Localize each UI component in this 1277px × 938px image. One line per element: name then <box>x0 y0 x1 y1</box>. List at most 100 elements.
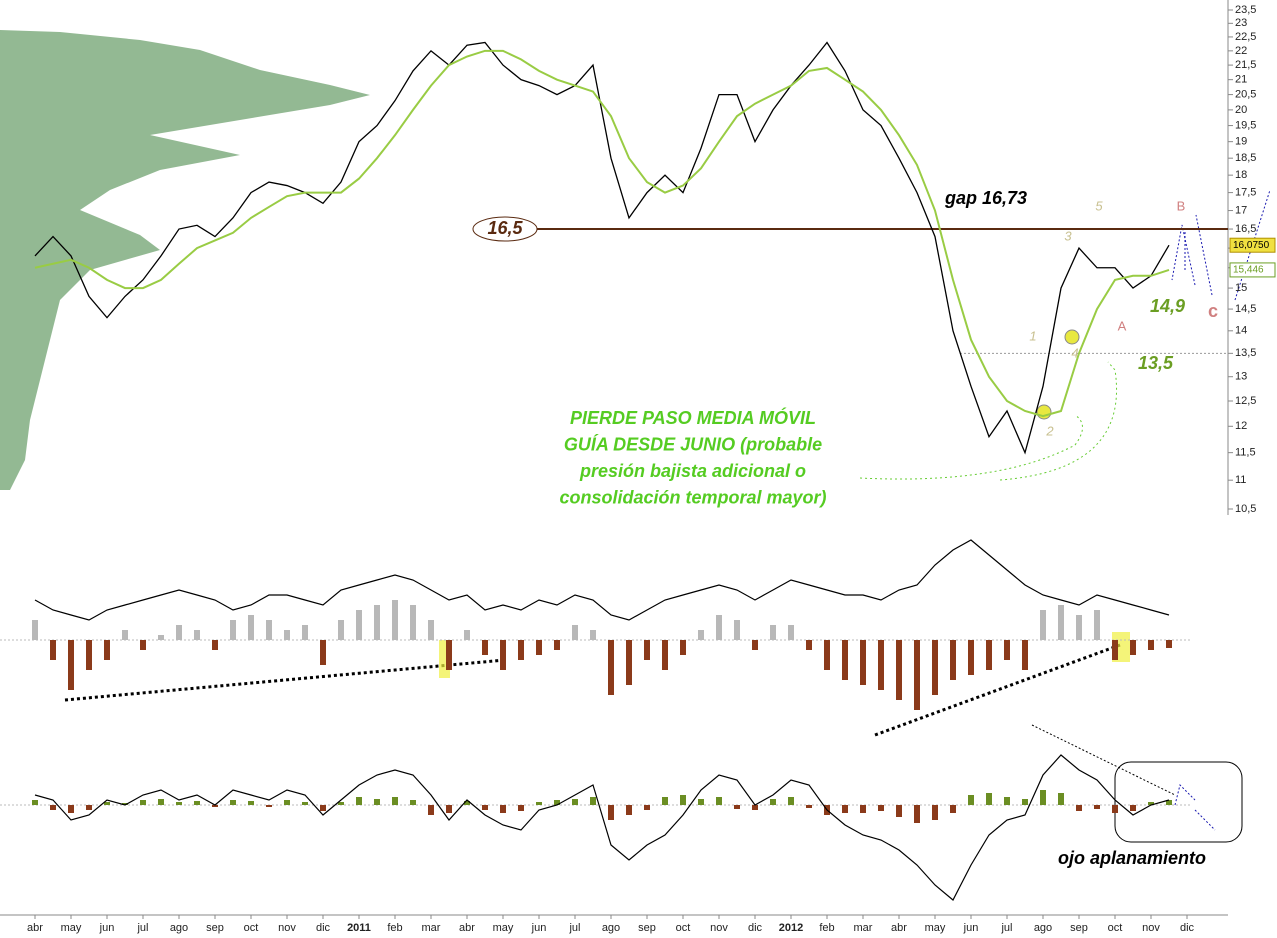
wave-label: c <box>1208 301 1218 321</box>
oscillator-line <box>34 539 1170 621</box>
macd-bar <box>446 805 452 813</box>
macd-bar <box>1094 805 1100 809</box>
level-label: 13,5 <box>1138 353 1174 373</box>
x-tick-label: feb <box>387 922 402 934</box>
macd-bar <box>32 800 38 805</box>
y-tick-label: 12 <box>1235 420 1247 432</box>
x-tick-label: jun <box>99 922 115 934</box>
y-tick-label: 14,5 <box>1235 303 1256 315</box>
x-tick-label: 2011 <box>347 922 371 934</box>
macd-bar <box>194 801 200 805</box>
x-tick-label: sep <box>206 922 224 934</box>
macd-bar <box>1148 802 1154 805</box>
y-tick-label: 13,5 <box>1235 347 1256 359</box>
oscillator-bar <box>302 625 308 640</box>
x-tick-label: abr <box>27 922 43 934</box>
price-line <box>34 41 1170 455</box>
oscillator-bar <box>950 640 956 680</box>
x-tick-label: oct <box>244 922 259 934</box>
macd-bar <box>860 805 866 813</box>
macd-bar <box>104 802 110 805</box>
trend-line <box>874 643 1121 737</box>
support-label: 14,9 <box>1150 296 1185 316</box>
macd-bar <box>482 805 488 810</box>
highlight <box>439 640 450 678</box>
oscillator-bar <box>932 640 938 695</box>
macd-bar <box>1166 800 1172 805</box>
oscillator-bar <box>716 615 722 640</box>
macd-bar <box>806 805 812 808</box>
comment-line: PIERDE PASO MEDIA MÓVIL <box>570 407 816 428</box>
comment-line: consolidación temporal mayor) <box>559 487 826 507</box>
wave-label: 5 <box>1095 198 1103 213</box>
macd-bar <box>986 793 992 805</box>
macd-bar <box>662 797 668 805</box>
macd-bar <box>770 799 776 805</box>
last-value-label: 15,446 <box>1233 265 1264 276</box>
oscillator-bar <box>194 630 200 640</box>
oscillator-bar <box>248 615 254 640</box>
oscillator-bar <box>428 620 434 640</box>
arrow <box>1171 189 1271 301</box>
oscillator-bar <box>1166 640 1172 648</box>
last-value-box <box>1229 262 1276 278</box>
oscillator-bar <box>446 640 452 670</box>
macd-bar <box>590 797 596 805</box>
wave-label: 3 <box>1064 228 1072 243</box>
gap-label: gap 16,73 <box>944 188 1027 208</box>
macd-bar <box>410 800 416 805</box>
oscillator-bar <box>626 640 632 685</box>
macd-bar <box>968 795 974 805</box>
oscillator-bar <box>1022 640 1028 670</box>
x-tick-label: may <box>493 922 514 934</box>
macd-bar <box>464 801 470 805</box>
oscillator-bar <box>644 640 650 660</box>
x-tick-label: may <box>61 922 82 934</box>
y-tick-label: 23 <box>1235 17 1247 29</box>
oscillator-bar <box>410 605 416 640</box>
last-value-box <box>1229 237 1276 253</box>
macd-bar <box>878 805 884 811</box>
macd-bar <box>1004 797 1010 805</box>
macd-bar <box>122 803 128 805</box>
x-tick-label: ago <box>170 922 188 934</box>
oscillator-bar <box>68 640 74 690</box>
y-tick-label: 18,5 <box>1235 152 1256 164</box>
macd-line <box>34 754 1170 901</box>
macd-bar <box>896 805 902 817</box>
oscillator-bar <box>662 640 668 670</box>
macd-bar <box>392 797 398 805</box>
macd-bar <box>1076 805 1082 811</box>
oscillator-bar <box>50 640 56 660</box>
note: ojo aplanamiento <box>1058 848 1206 868</box>
oscillator-bar <box>356 610 362 640</box>
oscillator-bar <box>1004 640 1010 660</box>
level-badge <box>472 216 538 242</box>
macd-bar <box>176 802 182 805</box>
macd-bar <box>1022 799 1028 805</box>
trend-line <box>64 658 506 702</box>
x-tick-label: nov <box>1142 922 1160 934</box>
oscillator-bar <box>482 640 488 655</box>
x-tick-label: dic <box>748 922 763 934</box>
macd-bar <box>1040 790 1046 805</box>
macd-bar <box>86 805 92 810</box>
oscillator-bar <box>1094 610 1100 640</box>
level-label: 16,5 <box>487 218 523 238</box>
macd-bar <box>374 799 380 805</box>
oscillator-bar <box>536 640 542 655</box>
oscillator-bar <box>140 640 146 650</box>
y-tick-label: 13 <box>1235 371 1247 383</box>
macd-bar <box>212 805 218 807</box>
oscillator-bar <box>914 640 920 710</box>
macd-bar <box>1112 805 1118 813</box>
comment-line: presión bajista adicional o <box>579 461 806 481</box>
oscillator-bar <box>968 640 974 675</box>
arrow <box>1174 784 1216 831</box>
macd-bar <box>788 797 794 805</box>
macd-bar <box>536 802 542 805</box>
wave-label: 1 <box>1029 328 1036 343</box>
oscillator-bar <box>338 620 344 640</box>
macd-bar <box>680 795 686 805</box>
comment-line: GUÍA DESDE JUNIO (probable <box>564 433 822 454</box>
